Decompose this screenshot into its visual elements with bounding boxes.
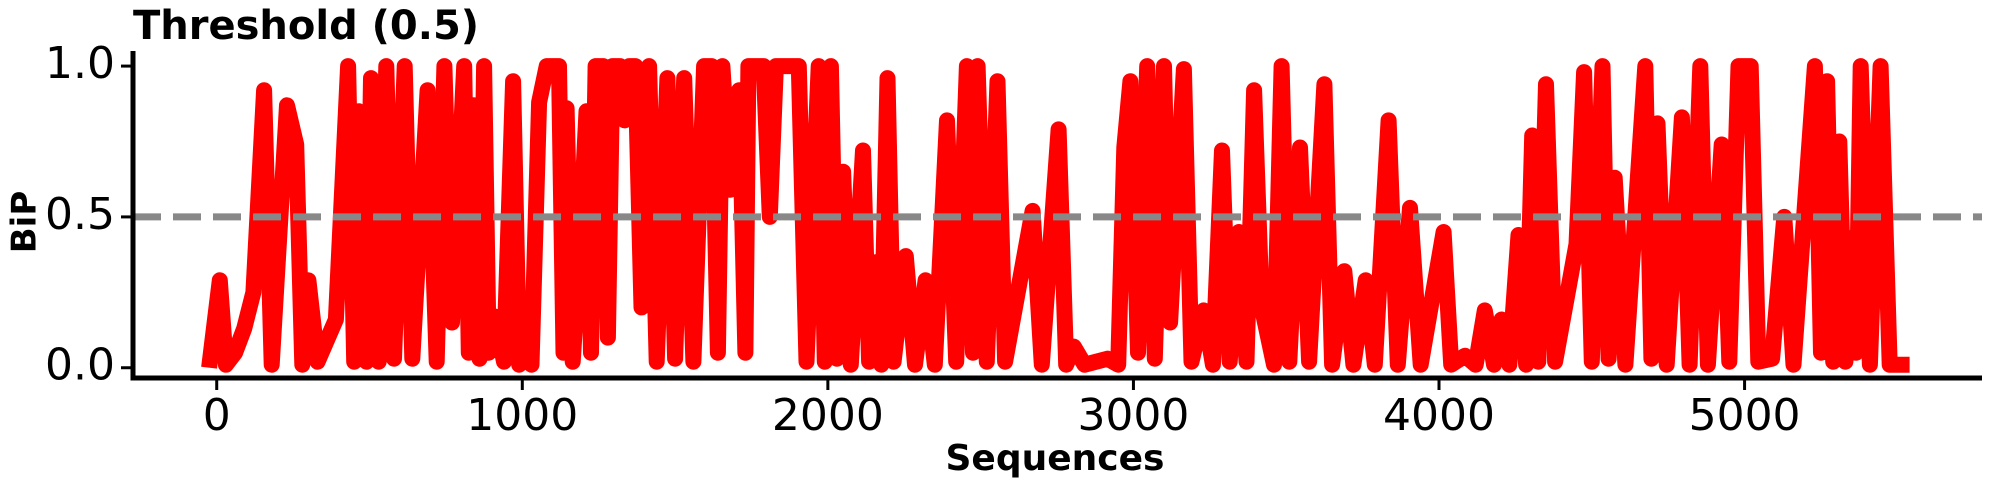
y-tick-label: 0.0 [45,340,115,391]
chart-title: Threshold (0.5) [133,3,479,49]
y-tick-label: 0.5 [45,189,115,240]
x-tick-label: 3000 [1077,390,1189,441]
data-line [201,58,1910,373]
x-tick-label: 5000 [1689,390,1801,441]
x-tick-label: 2000 [772,390,884,441]
x-tick-label: 1000 [466,390,578,441]
x-tick-label: 0 [203,390,231,441]
x-axis-label: Sequences [946,438,1165,479]
y-axis-label: BiP [5,191,45,254]
x-tick-label: 4000 [1383,390,1495,441]
y-tick-label: 1.0 [45,38,115,89]
